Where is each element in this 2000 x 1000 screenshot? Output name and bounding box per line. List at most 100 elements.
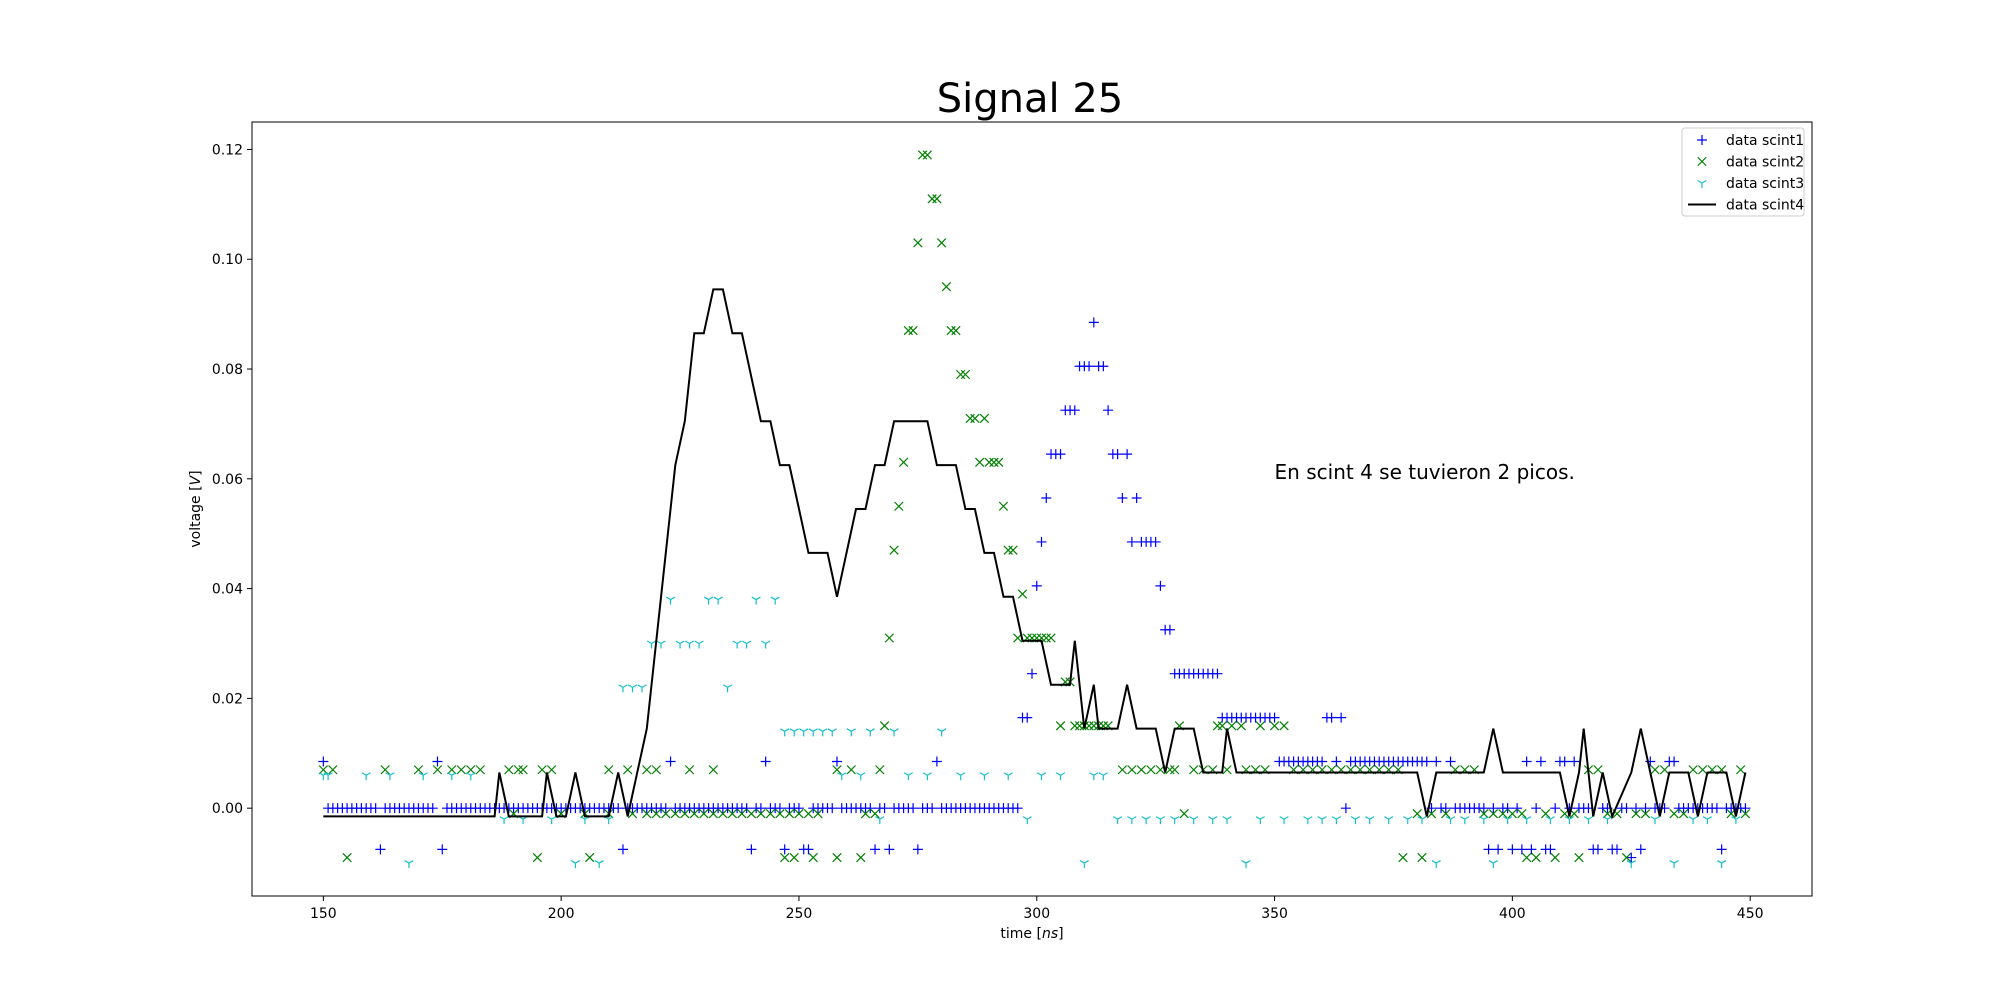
- data-point: [1702, 816, 1713, 825]
- data-point: [1212, 668, 1223, 679]
- data-point: [784, 808, 795, 819]
- data-point: [789, 852, 799, 863]
- data-point: [837, 772, 847, 781]
- data-point: [1126, 536, 1137, 547]
- data-point: [518, 765, 528, 775]
- data-point: [1531, 803, 1542, 814]
- data-point: [708, 808, 719, 819]
- data-point: [604, 816, 614, 825]
- data-point: [1445, 756, 1456, 767]
- data-point: [870, 844, 881, 855]
- data-point: [1431, 756, 1442, 767]
- data-point: [594, 860, 604, 869]
- data-point: [1688, 765, 1698, 775]
- data-point: [1716, 860, 1727, 869]
- data-point: [1417, 852, 1427, 863]
- data-point: [1488, 860, 1498, 869]
- data-point: [956, 772, 966, 781]
- data-point: [1559, 756, 1570, 767]
- y-tick-label: 0.00: [212, 801, 243, 817]
- data-point: [761, 640, 771, 649]
- data-point: [1103, 405, 1114, 416]
- data-point: [917, 150, 928, 160]
- data-point: [637, 684, 647, 693]
- data-point: [1317, 756, 1328, 767]
- data-point: [912, 844, 923, 855]
- y-tick-label: 0.02: [212, 691, 243, 707]
- data-point: [1731, 816, 1741, 825]
- data-point: [1255, 816, 1265, 825]
- data-point: [1003, 772, 1013, 781]
- data-point: [732, 640, 742, 649]
- data-point: [770, 596, 780, 605]
- data-point: [413, 765, 424, 775]
- x-tick-label: 400: [1499, 906, 1526, 922]
- data-point: [722, 684, 733, 693]
- legend-label: data scint3: [1726, 176, 1804, 192]
- data-point: [1635, 844, 1646, 855]
- data-point: [703, 596, 714, 605]
- data-point: [1326, 712, 1337, 723]
- legend-entry: data scint1: [1697, 133, 1804, 149]
- data-point: [1227, 721, 1237, 731]
- data-point: [537, 765, 547, 775]
- data-point: [989, 457, 999, 468]
- data-point: [675, 640, 685, 649]
- data-point: [713, 596, 723, 605]
- data-point: [1593, 765, 1603, 775]
- legend: data scint1 data scint2 data scint3 data sc…: [1681, 127, 1805, 217]
- data-point: [699, 808, 709, 819]
- data-point: [1526, 844, 1537, 855]
- data-point: [1531, 852, 1541, 863]
- data-point: [793, 803, 804, 814]
- data-point: [789, 728, 799, 737]
- data-point: [765, 808, 776, 819]
- data-point: [318, 765, 329, 775]
- data-point: [1117, 765, 1128, 775]
- data-point: [780, 728, 790, 737]
- data-point: [1150, 536, 1161, 547]
- data-point: [447, 772, 457, 781]
- data-point: [1350, 816, 1361, 825]
- data-point: [385, 772, 395, 781]
- data-point: [1212, 721, 1223, 731]
- data-point: [1003, 545, 1013, 555]
- data-point: [617, 844, 628, 855]
- data-point: [898, 457, 909, 468]
- data-point: [432, 765, 443, 775]
- data-point: [342, 852, 352, 863]
- data-point: [1688, 816, 1698, 825]
- data-point: [975, 457, 985, 468]
- data-point: [656, 640, 666, 649]
- data-point: [1189, 816, 1199, 825]
- data-point: [1421, 756, 1432, 767]
- data-point: [1031, 580, 1042, 591]
- data-point: [370, 803, 381, 814]
- data-point: [1564, 803, 1575, 814]
- data-point: [775, 808, 785, 819]
- data-point: [1412, 808, 1422, 819]
- data-point: [832, 852, 842, 863]
- data-point: [1521, 816, 1532, 825]
- data-point: [741, 640, 752, 649]
- data-point: [1479, 808, 1489, 819]
- data-point: [1070, 721, 1080, 731]
- data-point: [741, 803, 752, 814]
- data-point: [1493, 844, 1504, 855]
- data-point: [889, 728, 899, 737]
- data-point: [670, 808, 680, 819]
- data-point: [884, 633, 894, 643]
- data-point: [832, 756, 842, 767]
- data-point: [1022, 712, 1033, 723]
- data-point: [865, 803, 876, 814]
- series-1: [318, 317, 1751, 863]
- data-point: [774, 803, 785, 814]
- data-point: [694, 640, 704, 649]
- data-point: [1331, 816, 1342, 825]
- data-point: [779, 844, 790, 855]
- legend-entry: data scint2: [1697, 155, 1804, 171]
- data-point: [1621, 852, 1632, 863]
- data-point: [970, 413, 980, 424]
- data-point: [1740, 808, 1751, 819]
- data-point: [932, 194, 942, 204]
